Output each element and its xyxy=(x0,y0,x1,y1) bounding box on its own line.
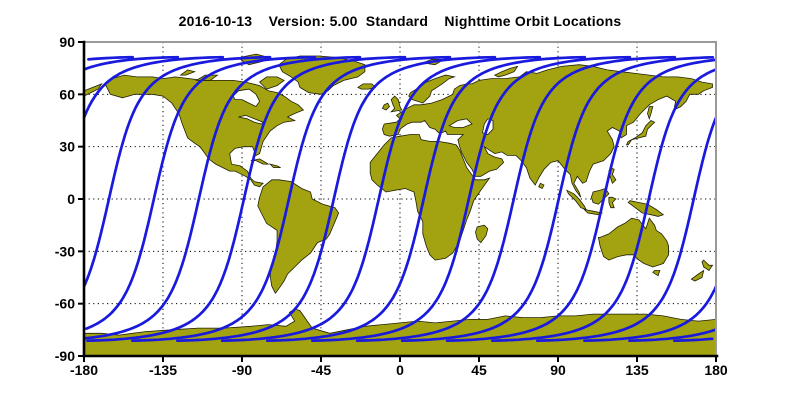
orbit-track xyxy=(84,55,272,288)
land-south_america xyxy=(257,179,340,294)
land-cuba xyxy=(250,158,270,165)
orbit-track xyxy=(491,68,716,343)
orbit-track xyxy=(445,58,716,343)
land-sumatra xyxy=(565,189,587,211)
y-tick-label: 60 xyxy=(59,86,75,102)
y-tick-label: -90 xyxy=(55,348,75,364)
orbit-track xyxy=(311,55,632,343)
land-sulawesi xyxy=(608,196,617,209)
land-madagascar xyxy=(475,224,489,244)
land-sri_lanka xyxy=(538,182,545,190)
x-tick-label: 180 xyxy=(704,362,728,378)
x-tick-label: -135 xyxy=(149,362,177,378)
x-tick-label: 45 xyxy=(471,362,487,378)
land-africa xyxy=(369,134,491,261)
orbit-track xyxy=(87,55,135,61)
x-tick-label: 0 xyxy=(396,362,404,378)
x-tick-label: 135 xyxy=(625,362,649,378)
land-ireland xyxy=(381,102,390,111)
orbit-track xyxy=(583,285,716,343)
orbit-track xyxy=(86,55,407,343)
land-nz_south xyxy=(690,269,705,282)
land-australia xyxy=(597,217,669,268)
orbit-track xyxy=(628,328,716,343)
y-tick-label: -30 xyxy=(55,243,75,259)
orbit-track xyxy=(84,55,317,330)
orbit-track xyxy=(265,55,587,343)
y-tick-label: 90 xyxy=(59,34,75,50)
land-hispaniola xyxy=(268,163,281,168)
plot-frame xyxy=(82,40,719,358)
water-hudson_bay xyxy=(232,88,261,108)
chart-title: 2016-10-13 Version: 5.00 Standard Nightt… xyxy=(178,13,622,29)
x-tick-label: 90 xyxy=(550,362,566,378)
land-tasmania xyxy=(652,270,661,277)
x-tick-label: -90 xyxy=(232,362,252,378)
landmasses xyxy=(84,53,716,356)
orbit-track xyxy=(220,55,542,343)
orbit-track xyxy=(84,55,180,71)
orbit-track xyxy=(176,55,497,343)
orbit-track xyxy=(535,116,716,343)
orbit-track xyxy=(84,55,225,119)
land-japan xyxy=(625,120,656,146)
land-sakhalin xyxy=(647,106,654,121)
orbit-track xyxy=(355,55,677,343)
land-novaya_zemlya xyxy=(493,65,519,78)
x-tick-label: -180 xyxy=(70,362,98,378)
land-nz_north xyxy=(701,259,714,272)
orbit-track xyxy=(400,55,715,343)
orbit-track xyxy=(84,55,362,340)
land-banks xyxy=(179,69,196,76)
land-baffin xyxy=(258,76,285,90)
water-great_lakes xyxy=(238,114,264,125)
axis-labels: -180 -135 -90 -45 0 45 90 135 180 90 60 30 0 -30 -60 -9… xyxy=(55,34,728,378)
orbit-track xyxy=(673,337,714,343)
y-tick-label: -60 xyxy=(55,296,75,312)
y-tick-label: 30 xyxy=(59,139,75,155)
water-black_sea xyxy=(448,118,473,128)
orbit-tracks xyxy=(84,55,716,343)
orbit-track xyxy=(131,55,452,343)
land-britain xyxy=(390,95,403,113)
land-antarctica xyxy=(84,308,716,356)
land-chukotka_west xyxy=(84,83,103,97)
x-tick-label: -45 xyxy=(311,362,331,378)
y-tick-label: 0 xyxy=(67,191,75,207)
